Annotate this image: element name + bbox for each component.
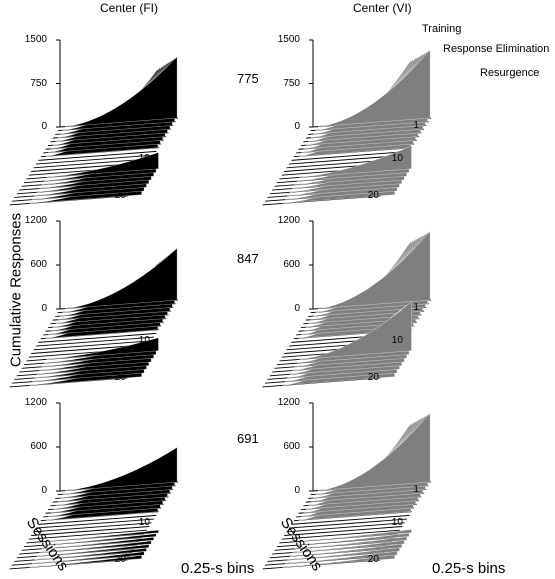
session-baseline [35, 336, 155, 347]
annotation-resurgence: Resurgence [480, 67, 540, 79]
session-tick-label: 1 [413, 302, 419, 313]
session-baseline [38, 514, 157, 525]
subject-label: 775 [237, 71, 259, 86]
y-tick-label: 600 [30, 259, 47, 270]
session-tick-label: 20 [367, 372, 379, 384]
session-tick-label: 20 [367, 190, 379, 202]
annotation-response-elimination: Response Elimination [443, 43, 550, 55]
session-tick-label: 20 [114, 372, 126, 384]
bins-label-vi: 0.25-s bins [432, 560, 506, 577]
surface-resurgence [289, 543, 403, 557]
y-tick-label: 1500 [24, 34, 47, 45]
y-tick-label: 1500 [277, 34, 300, 45]
panel-847-fi [9, 220, 179, 388]
y-tick-label: 750 [30, 77, 47, 89]
panel-775-vi [262, 39, 432, 206]
surface-training [317, 230, 431, 309]
surface-training [317, 412, 431, 491]
y-tick-label: 600 [283, 441, 300, 452]
surface-resurgence [299, 145, 412, 178]
session-baseline [28, 529, 147, 540]
session-baseline [291, 514, 410, 525]
panel-775-fi [9, 39, 179, 206]
session-baseline [286, 522, 405, 533]
session-baseline [281, 529, 400, 540]
surface-resurgence [36, 544, 150, 557]
subject-label: 847 [237, 251, 259, 266]
panel-847-vi [262, 220, 432, 388]
y-tick-label: 1200 [277, 215, 300, 226]
y-tick-label: 750 [283, 77, 300, 89]
y-axis-title: Cumulative Responses [7, 212, 25, 368]
surface-training [64, 56, 178, 127]
y-tick-label: 0 [294, 303, 300, 314]
y-tick-label: 1200 [24, 397, 47, 408]
y-tick-label: 0 [41, 485, 47, 496]
session-tick-label: 10 [138, 335, 150, 347]
session-tick-label: 10 [391, 335, 403, 347]
bins-label-fi: 0.25-s bins [181, 560, 255, 577]
y-tick-label: 0 [41, 303, 47, 314]
y-tick-label: 600 [30, 441, 47, 452]
column-title-vi: Center (VI) [353, 1, 412, 15]
surface-resurgence [31, 551, 145, 564]
surface-resurgence [29, 555, 142, 568]
surface-resurgence [34, 547, 147, 561]
session-tick-label: 1 [160, 120, 166, 131]
panel-691-vi [262, 402, 432, 570]
annotation-training: Training [422, 23, 462, 35]
session-baseline [35, 154, 155, 165]
session-tick-label: 10 [138, 153, 150, 165]
surface-resurgence [41, 537, 154, 549]
surface-training [317, 49, 431, 127]
surface-resurgence [284, 550, 398, 564]
session-baseline [33, 340, 152, 351]
session-tick-label: 1 [160, 484, 166, 495]
surface-resurgence [43, 533, 157, 546]
y-tick-label: 1200 [277, 397, 300, 408]
session-tick-label: 10 [391, 517, 403, 529]
surface-resurgence [296, 532, 410, 546]
subject-label: 691 [237, 431, 259, 446]
session-baseline [38, 150, 157, 161]
surface-training [64, 447, 178, 491]
session-baseline [33, 522, 152, 533]
session-baseline [284, 526, 403, 536]
session-tick-label: 20 [114, 554, 126, 566]
session-tick-label: 1 [413, 484, 419, 495]
y-tick-label: 0 [41, 121, 47, 132]
surface-resurgence [287, 547, 400, 561]
surface-resurgence [292, 540, 405, 553]
surface-resurgence [299, 529, 412, 542]
y-tick-label: 1200 [24, 215, 47, 226]
surface-resurgence [46, 152, 159, 178]
session-tick-label: 20 [114, 190, 126, 202]
column-title-fi: Center (FI) [100, 1, 159, 15]
session-tick-label: 10 [391, 153, 403, 165]
surface-resurgence [299, 301, 412, 360]
surface-resurgence [39, 540, 152, 553]
session-tick-label: 10 [138, 517, 150, 529]
session-tick-label: 1 [413, 120, 419, 131]
session-tick-label: 1 [160, 302, 166, 313]
session-tick-label: 20 [367, 554, 379, 566]
session-baseline [35, 518, 155, 529]
session-baseline [33, 158, 152, 169]
session-baseline [38, 332, 157, 343]
session-baseline [288, 518, 408, 529]
surface-resurgence [294, 536, 407, 549]
surface-resurgence [46, 337, 159, 360]
surface-training [64, 247, 178, 309]
y-tick-label: 0 [294, 485, 300, 496]
surface-resurgence [46, 529, 159, 542]
session-baseline [291, 150, 410, 161]
session-baseline [31, 526, 150, 536]
y-tick-label: 0 [294, 121, 300, 132]
y-tick-label: 600 [283, 259, 300, 270]
panel-691-fi [9, 402, 179, 570]
